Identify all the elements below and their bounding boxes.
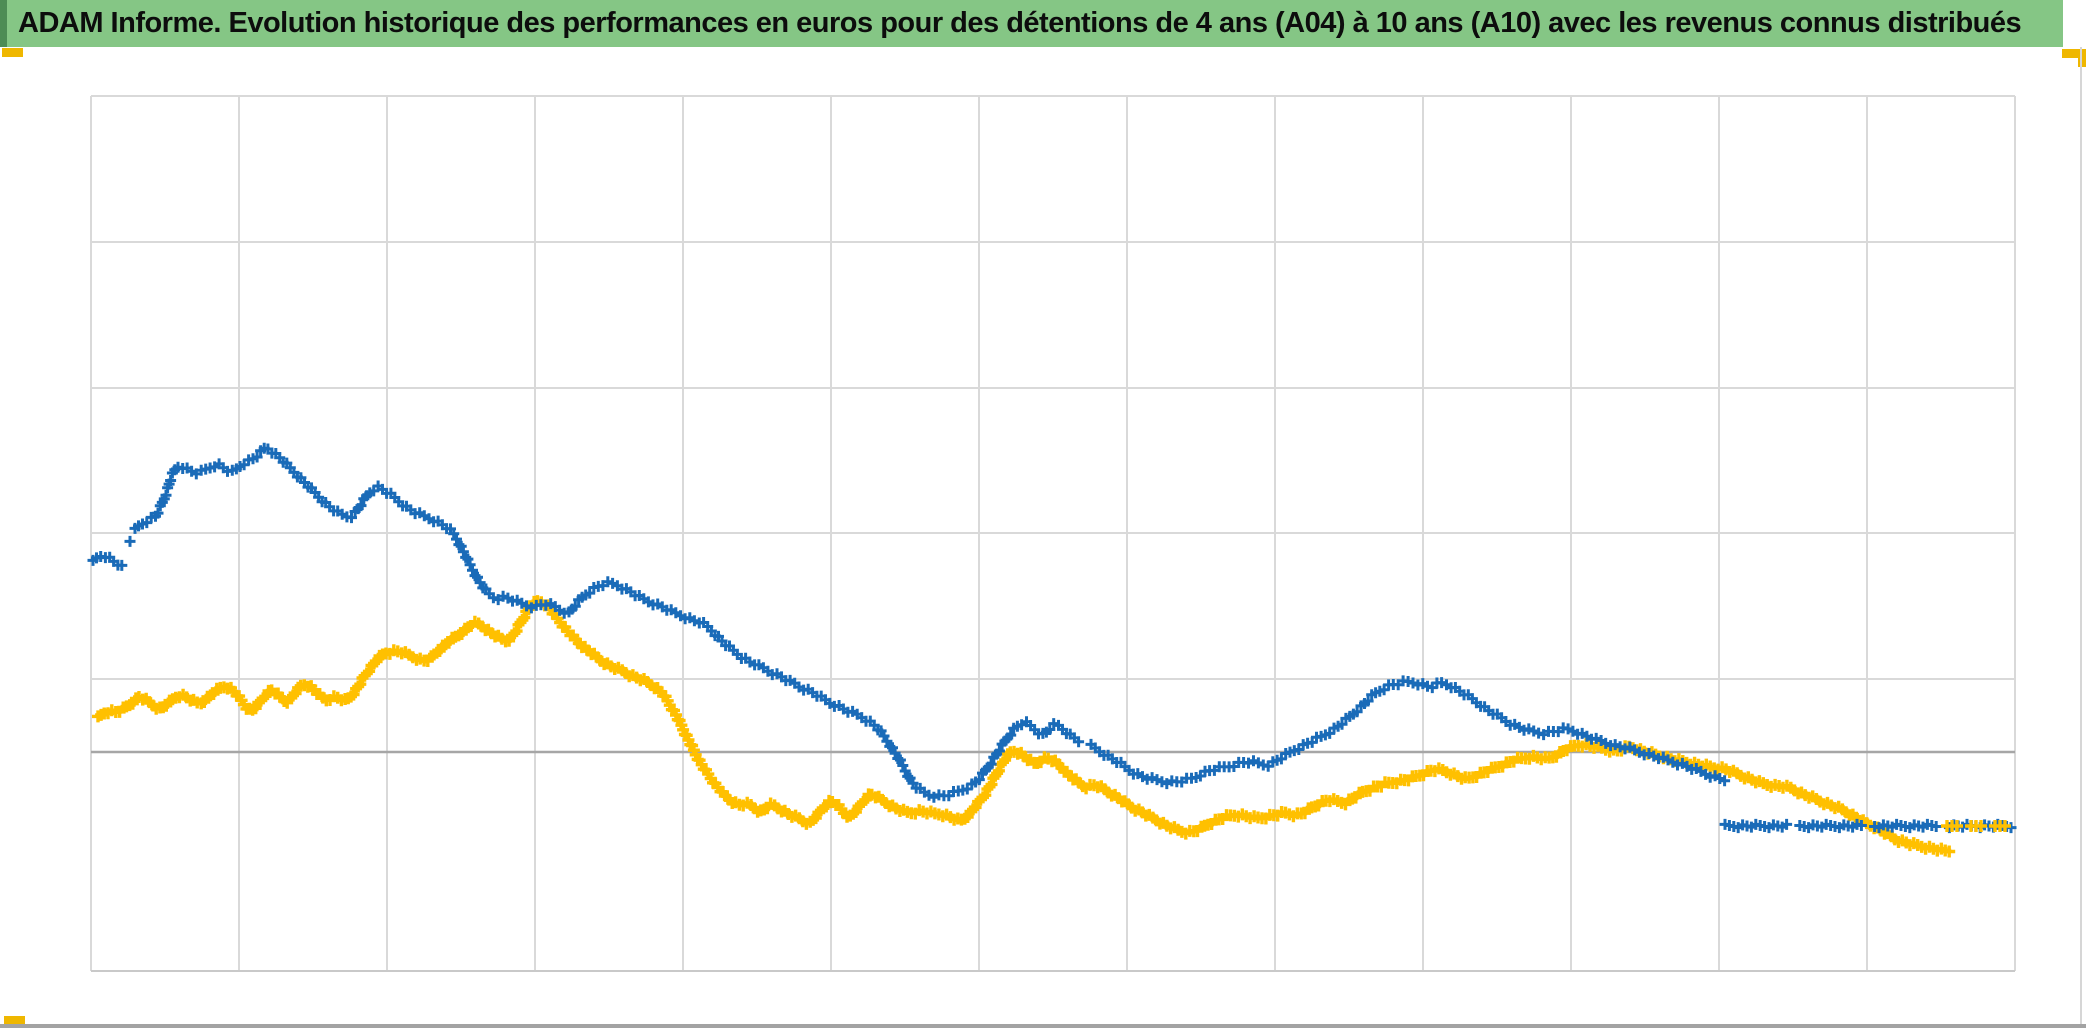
title-bar-left-edge (0, 0, 7, 47)
bottom-rule (0, 1024, 2086, 1028)
accent-top-right-horizontal (2062, 49, 2086, 58)
accent-top-left (2, 48, 23, 57)
page-title: ADAM Informe. Evolution historique des p… (18, 7, 2022, 39)
accent-top-right-vertical (2078, 49, 2086, 67)
title-bar: ADAM Informe. Evolution historique des p… (0, 0, 2063, 47)
right-edge-line (2080, 47, 2082, 1027)
